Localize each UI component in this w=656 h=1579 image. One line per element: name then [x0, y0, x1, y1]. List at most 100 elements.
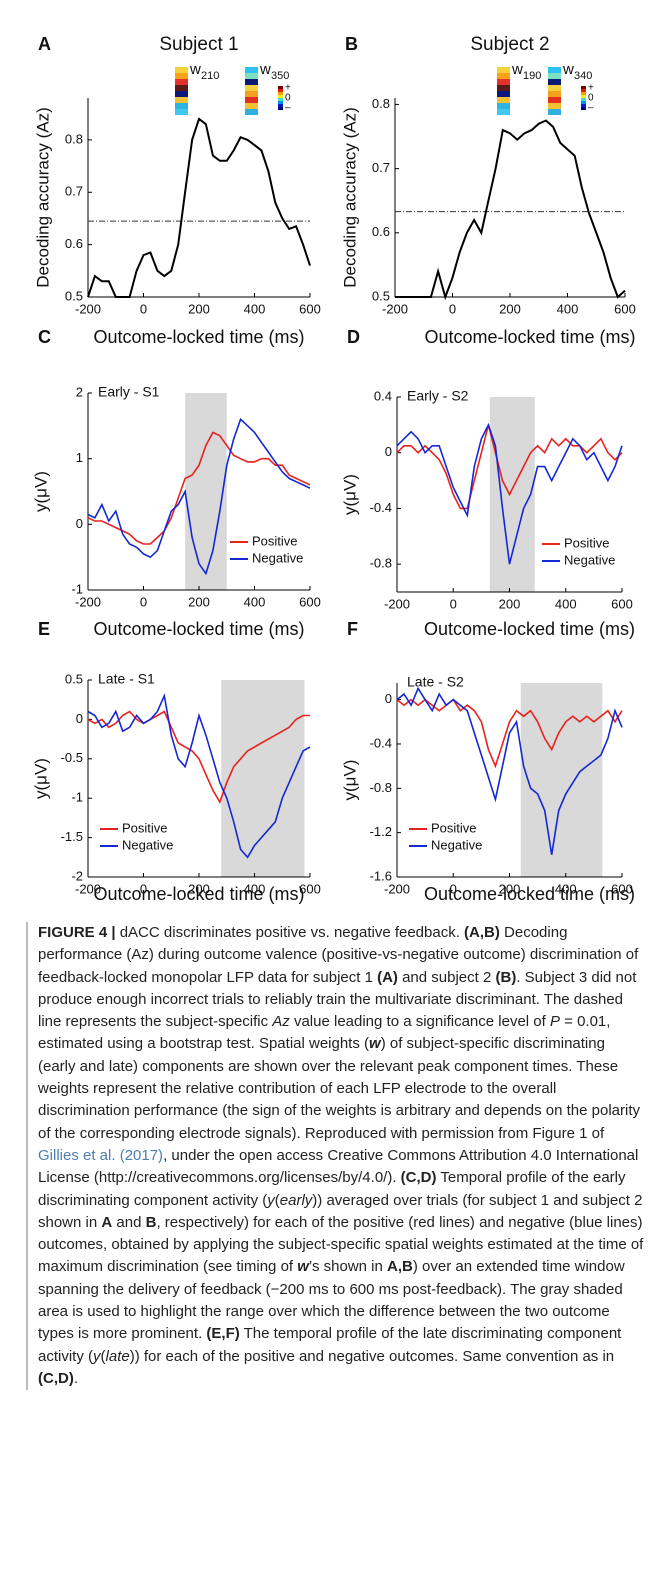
caption-run: (A) — [377, 968, 398, 986]
panel-letter: D — [347, 327, 360, 347]
x-tick-label: 0 — [140, 301, 147, 316]
x-tick-label: 0 — [140, 881, 147, 896]
colorbar-cell — [581, 98, 586, 101]
x-tick-label: 600 — [299, 594, 321, 609]
weight-map-cell — [497, 73, 510, 79]
caption-run: ’s shown in — [308, 1258, 388, 1276]
figure: A Subject 10.50.60.70.8-200 0 200 400 600Outc… — [31, 34, 635, 904]
x-tick-label: 400 — [555, 881, 577, 896]
x-tick-label: 0 — [449, 301, 456, 316]
caption-run: (C,D) — [38, 1369, 74, 1387]
caption-title: dACC discriminates positive vs. negative… — [115, 924, 460, 941]
caption-run: (A,B) — [464, 924, 500, 941]
weight-label: w — [259, 61, 271, 78]
caption-run: y — [93, 1347, 101, 1365]
y-axis-label: y(μV) — [340, 474, 359, 515]
x-axis-label: Outcome-locked time (ms) — [93, 884, 304, 904]
weight-map-cell — [245, 97, 258, 103]
y-tick-label: -1 — [71, 581, 83, 596]
y-tick-label: 0.5 — [65, 288, 83, 303]
weight-label: w — [189, 61, 201, 78]
x-tick-label: -200 — [75, 594, 101, 609]
caption-run: . Subject 3 did not produce enough incor… — [38, 968, 637, 1031]
legend-label: Negative — [564, 552, 615, 567]
x-tick-label: 600 — [299, 301, 321, 316]
caption-run: (E,F) — [206, 1325, 240, 1343]
x-axis-label: Outcome-locked time (ms) — [93, 619, 304, 639]
weight-map-cell — [548, 79, 561, 85]
caption-run: . — [73, 1369, 78, 1387]
weight-map-cell — [548, 91, 561, 97]
caption-run: early — [279, 1191, 313, 1209]
caption-run: value leading to a significance level of — [289, 1013, 550, 1031]
colorbar-cell — [581, 92, 586, 95]
caption-run[interactable]: Gillies et al. (2017) — [38, 1146, 164, 1164]
weight-map-cell — [548, 103, 561, 109]
x-tick-label: 600 — [611, 596, 633, 611]
x-tick-label: 0 — [450, 596, 457, 611]
colorbar-cell — [278, 95, 283, 98]
panel-letter: A — [38, 34, 51, 54]
x-tick-label: 400 — [244, 301, 266, 316]
x-tick-label: 200 — [188, 594, 210, 609]
colorbar-cell — [581, 101, 586, 104]
caption-run: Az — [272, 1013, 290, 1031]
y-tick-label: -1.6 — [370, 868, 392, 883]
x-axis-label: Outcome-locked time (ms) — [424, 884, 635, 904]
caption-run: Temporal profile of the early discrimina… — [38, 1169, 626, 1209]
legend-label: Positive — [252, 533, 298, 548]
y-tick-label: 0 — [76, 516, 83, 531]
colorbar-cell — [278, 86, 283, 89]
x-tick-label: 0 — [450, 881, 457, 896]
panel-letter: B — [345, 34, 358, 54]
colorbar-cell — [278, 104, 283, 107]
colorbar-cell — [581, 86, 586, 89]
y-tick-label: -1.5 — [61, 829, 83, 844]
weight-subscript: 210 — [201, 70, 219, 82]
weight-map-cell — [245, 73, 258, 79]
y-tick-label: -2 — [71, 868, 83, 883]
caption-run: w — [369, 1035, 381, 1053]
caption: FIGURE 4 | dACC discriminates positive v… — [26, 922, 646, 1391]
colorbar-label: + — [285, 83, 291, 94]
colorbar-label: – — [588, 103, 594, 114]
y-axis-label: Decoding accuracy (Az) — [340, 107, 359, 287]
x-tick-label: 200 — [188, 301, 210, 316]
panel-letter: E — [38, 619, 50, 639]
weight-map-cell — [245, 103, 258, 109]
weight-map-cell — [548, 109, 561, 115]
colorbar-label: + — [588, 83, 594, 94]
weight-map-cell — [175, 85, 188, 91]
data-line — [87, 693, 311, 859]
weight-map-cell — [175, 67, 188, 73]
weight-map-cell — [548, 67, 561, 73]
data-line — [396, 686, 623, 855]
shaded-range — [489, 397, 535, 592]
weight-map-cell — [497, 91, 510, 97]
y-tick-label: 1 — [76, 450, 83, 465]
y-tick-label: -0.8 — [370, 556, 392, 571]
caption-run: )) for each of the positive and negative… — [129, 1347, 615, 1365]
y-tick-label: 0.6 — [372, 224, 390, 239]
x-tick-label: 200 — [499, 301, 521, 316]
weight-map-cell — [175, 97, 188, 103]
y-tick-label: 2 — [76, 384, 83, 399]
data-line — [87, 710, 310, 804]
panel-title: Early - S1 — [98, 384, 160, 400]
panel-letter: F — [347, 619, 358, 639]
weight-map-cell — [245, 109, 258, 115]
y-axis-label: y(μV) — [31, 471, 50, 512]
y-tick-label: 0.5 — [65, 671, 83, 686]
x-tick-label: 200 — [499, 881, 521, 896]
caption-run: ) over an extended time window spanning … — [38, 1258, 625, 1343]
colorbar-cell — [278, 101, 283, 104]
panel-title: Subject 2 — [470, 34, 549, 55]
panel-title: Early - S2 — [407, 388, 469, 404]
x-tick-label: -200 — [384, 596, 410, 611]
x-tick-label: 0 — [140, 594, 147, 609]
caption-run: Decoding performance (Az) during outcome… — [38, 924, 639, 986]
caption-run: ( — [274, 1191, 280, 1209]
y-tick-label: 0.5 — [372, 288, 390, 303]
caption-run: A — [101, 1213, 113, 1231]
